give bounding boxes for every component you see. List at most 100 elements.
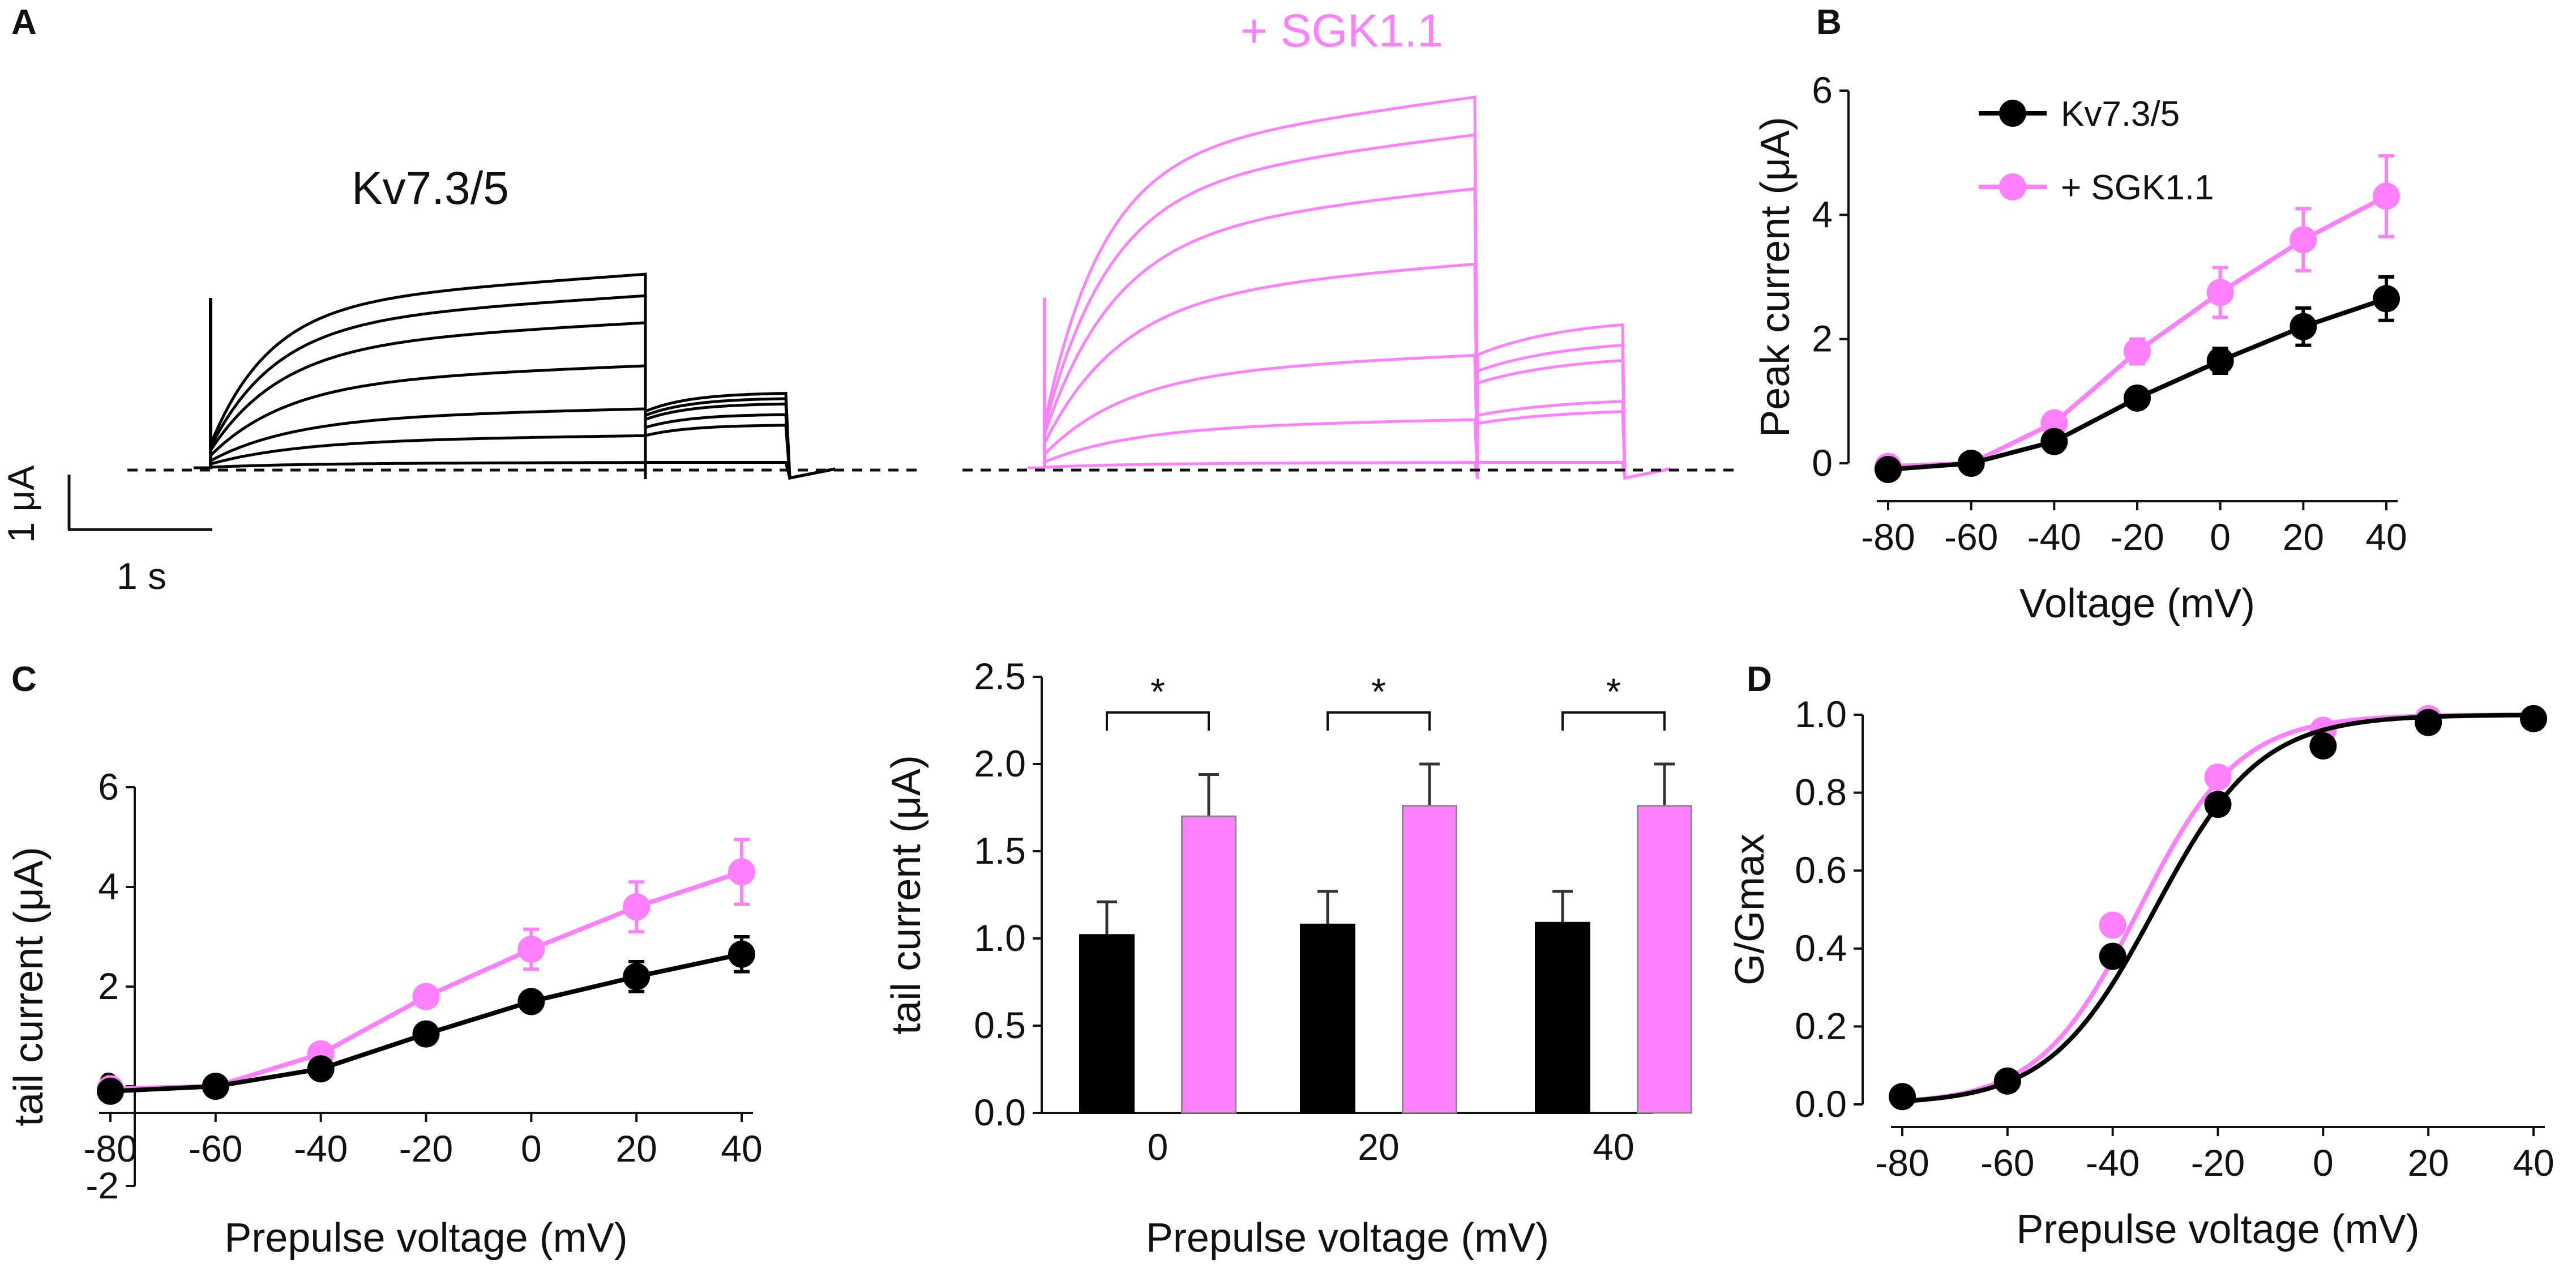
x-tick-label: -20 — [399, 1128, 453, 1170]
y-tick-label: 6 — [98, 766, 119, 808]
data-point-sgk — [2099, 911, 2126, 939]
data-point-control — [97, 1077, 124, 1105]
data-point-sgk — [2040, 409, 2068, 437]
bar-sgk — [1402, 805, 1457, 1114]
data-point-control — [2124, 384, 2151, 412]
legend-label-sgk: + SGK1.1 — [2061, 168, 2214, 207]
data-point-sgk — [517, 936, 545, 963]
data-point-control — [2040, 428, 2068, 455]
current-trace-sgk — [1028, 418, 1671, 480]
legend-marker-sgk — [1999, 173, 2026, 200]
x-category-label: 0 — [1148, 1126, 1169, 1168]
bar-control — [1535, 921, 1590, 1114]
x-tick-label: 40 — [721, 1128, 762, 1170]
current-trace-sgk — [1028, 95, 1671, 480]
x-category-label: 40 — [1593, 1126, 1634, 1168]
panel-label-a: A — [11, 3, 37, 42]
panel-c-bar-chart: 0.0 0.5 1.0 1.5 2.0 2.5 tail current (μA) Prepu… — [884, 655, 1692, 1261]
y-tick-label: 0.4 — [1795, 927, 1847, 969]
x-tick-label: 20 — [615, 1128, 657, 1170]
data-point-control — [1875, 455, 1902, 483]
x-category-label: 20 — [1358, 1126, 1399, 1168]
data-point-control — [2206, 347, 2234, 375]
current-trace-sgk — [1028, 262, 1671, 480]
significance-star: * — [1371, 671, 1386, 712]
x-tick-label: -60 — [189, 1128, 242, 1170]
data-point-control — [2204, 791, 2232, 818]
trace-title-sgk: + SGK1.1 — [1240, 5, 1443, 57]
panel-b-chart: 0 2 4 6 -80 -60 -40 -20 0 20 40 Voltage (mV) Peak cu… — [1753, 69, 2407, 626]
panel-label-d: D — [1747, 660, 1772, 699]
data-point-control — [2309, 732, 2337, 760]
y-tick-label: 0.2 — [1795, 1005, 1847, 1047]
x-tick-label: -20 — [2110, 516, 2164, 558]
x-axis-title: Prepulse voltage (mV) — [224, 1215, 627, 1261]
y-axis-title: G/Gmax — [1727, 834, 1773, 985]
x-axis-title: Prepulse voltage (mV) — [1146, 1215, 1549, 1261]
x-tick-label: 0 — [2210, 516, 2231, 558]
data-point-control — [2099, 942, 2126, 970]
y-tick-label: -2 — [85, 1164, 119, 1206]
y-tick-label: 4 — [98, 865, 119, 907]
significance-star: * — [1606, 671, 1621, 712]
y-tick-label: 6 — [1812, 69, 1833, 111]
data-point-control — [1889, 1083, 1916, 1111]
x-tick-label: 20 — [2407, 1142, 2449, 1184]
y-tick-label: 0.6 — [1795, 849, 1847, 891]
data-point-control — [2290, 313, 2317, 340]
data-point-control — [728, 940, 755, 968]
data-point-sgk — [2206, 279, 2234, 306]
y-axis-title: tail current (μA) — [884, 755, 929, 1035]
significance-bracket — [1326, 711, 1431, 731]
trace-title-control: Kv7.3/5 — [352, 163, 509, 214]
data-point-control — [1993, 1067, 2021, 1095]
current-trace-sgk — [1028, 133, 1671, 480]
y-tick-label: 2.0 — [974, 742, 1026, 784]
x-tick-label: -20 — [2191, 1142, 2245, 1184]
panel-label-c: C — [11, 660, 37, 699]
data-point-control — [517, 988, 545, 1015]
x-tick-label: -80 — [83, 1128, 137, 1170]
current-trace-control — [194, 294, 836, 480]
data-point-control — [412, 1020, 440, 1048]
y-tick-label: 1.5 — [974, 830, 1026, 872]
data-point-sgk — [2204, 763, 2232, 791]
data-point-control — [2415, 709, 2442, 736]
y-tick-label: 0.8 — [1795, 771, 1847, 813]
data-point-control — [623, 963, 651, 991]
x-tick-label: -40 — [294, 1128, 348, 1170]
y-tick-label: 4 — [1812, 193, 1833, 235]
legend-label-control: Kv7.3/5 — [2061, 95, 2180, 134]
data-point-control — [1957, 450, 1985, 477]
x-tick-label: -60 — [1980, 1142, 2034, 1184]
data-point-control — [2520, 705, 2547, 732]
x-tick-label: 40 — [2365, 516, 2407, 558]
x-tick-label: -80 — [1875, 1142, 1929, 1184]
panel-d-chart: 0.0 0.2 0.4 0.6 0.8 1.0 -80 -60 -40 -20 0 20 40 Prepu… — [1727, 693, 2554, 1252]
x-tick-label: 40 — [2513, 1142, 2554, 1184]
data-point-control — [307, 1055, 335, 1083]
data-point-sgk — [623, 893, 651, 921]
current-trace-control — [194, 364, 836, 480]
x-tick-label: 0 — [521, 1128, 542, 1170]
y-tick-label: 2 — [1812, 318, 1833, 360]
x-tick-label: 0 — [2313, 1142, 2334, 1184]
significance-bracket — [1561, 711, 1666, 731]
y-tick-label: 0 — [1812, 442, 1833, 484]
x-tick-label: -40 — [2027, 516, 2081, 558]
y-tick-label: 1.0 — [1795, 693, 1847, 735]
bar-sgk — [1181, 815, 1236, 1114]
data-point-sgk — [412, 983, 440, 1010]
data-point-control — [202, 1073, 229, 1100]
bar-control — [1079, 934, 1135, 1114]
y-tick-label: 2.5 — [974, 655, 1026, 697]
current-trace-control — [194, 407, 836, 480]
scale-bar-time-label: 1 s — [117, 555, 166, 597]
bar-control — [1300, 923, 1355, 1114]
panel-label-b: B — [1816, 3, 1842, 42]
x-tick-label: -60 — [1944, 516, 1998, 558]
data-point-control — [2373, 285, 2400, 313]
scale-bar-current-label: 1 μA — [0, 465, 42, 543]
current-trace-control — [194, 321, 836, 480]
x-tick-label: -80 — [1861, 516, 1915, 558]
